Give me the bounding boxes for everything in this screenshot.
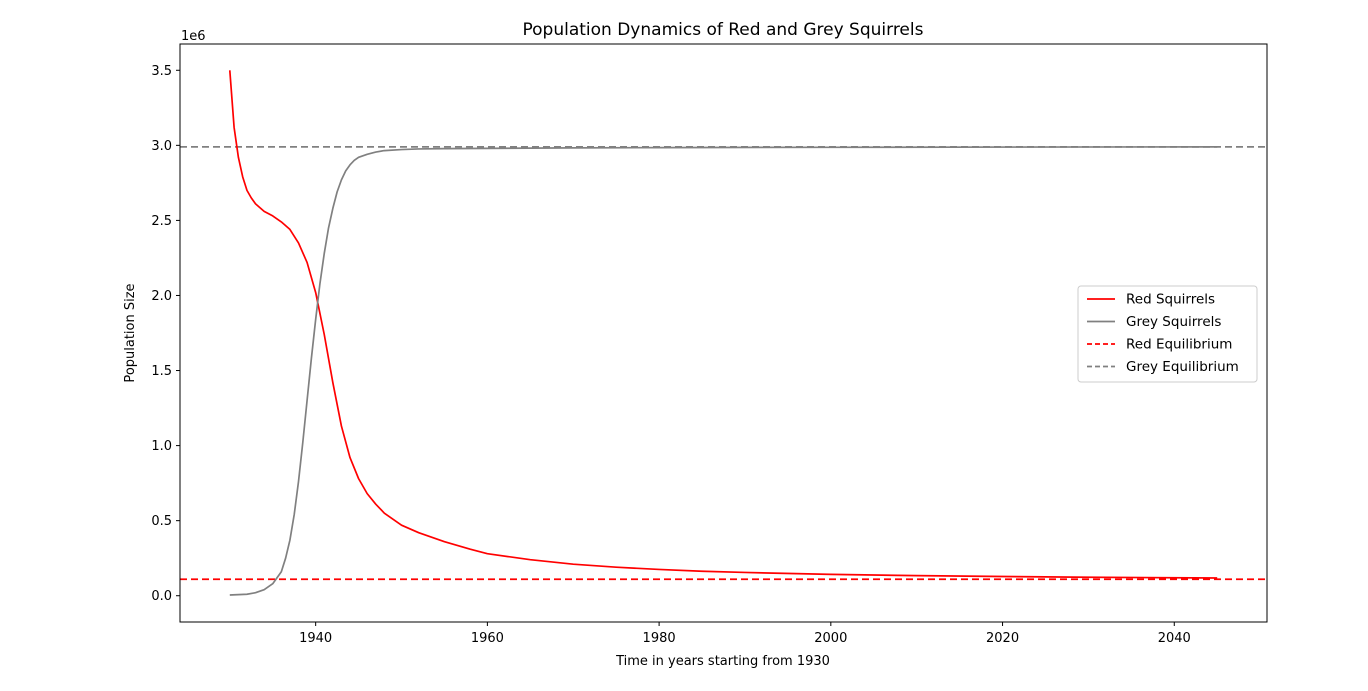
y-axis: 0.0 0.5 1.0 1.5 2.0 2.5 3.0 3.5 <box>151 64 180 604</box>
x-tick-label: 2020 <box>986 631 1019 646</box>
series-1-line <box>229 145 1218 596</box>
legend-label-0: Red Squirrels <box>1126 292 1215 308</box>
y-tick-label: 3.5 <box>151 64 172 79</box>
y-tick-label: 1.5 <box>151 364 172 379</box>
y-tick-label: 0.5 <box>151 514 172 529</box>
legend-label-2: Red Equilibrium <box>1126 337 1232 353</box>
legend: Red Squirrels Grey Squirrels Red Equilibri… <box>1077 285 1258 383</box>
y-offset-label: 1e6 <box>181 29 206 44</box>
x-tick-label: 1980 <box>643 631 676 646</box>
y-tick-label: 3.0 <box>151 139 172 154</box>
x-tick-label: 2040 <box>1158 631 1191 646</box>
x-tick-label: 1960 <box>471 631 504 646</box>
plot-area <box>180 70 1267 596</box>
legend-box <box>1077 285 1258 383</box>
legend-label-3: Grey Equilibrium <box>1126 359 1239 375</box>
x-axis: 1940 1960 1980 2000 2020 2040 <box>299 622 1191 646</box>
y-tick-label: 1.0 <box>151 439 172 454</box>
y-tick-label: 2.0 <box>151 289 172 304</box>
series-0-line <box>228 70 1218 579</box>
plot-frame <box>179 43 1268 623</box>
x-axis-label: Time in years starting from 1930 <box>615 654 830 669</box>
y-axis-label: Population Size <box>123 283 138 382</box>
chart-title: Population Dynamics of Red and Grey Squi… <box>523 20 924 40</box>
y-tick-label: 0.0 <box>151 589 172 604</box>
x-tick-label: 1940 <box>299 631 332 646</box>
x-tick-label: 2000 <box>814 631 847 646</box>
legend-label-1: Grey Squirrels <box>1126 314 1221 330</box>
y-tick-label: 2.5 <box>151 214 172 229</box>
